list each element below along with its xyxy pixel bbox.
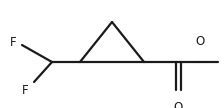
Text: O: O xyxy=(195,35,205,48)
Text: F: F xyxy=(22,83,29,97)
Text: O: O xyxy=(173,101,183,108)
Text: F: F xyxy=(10,37,17,49)
